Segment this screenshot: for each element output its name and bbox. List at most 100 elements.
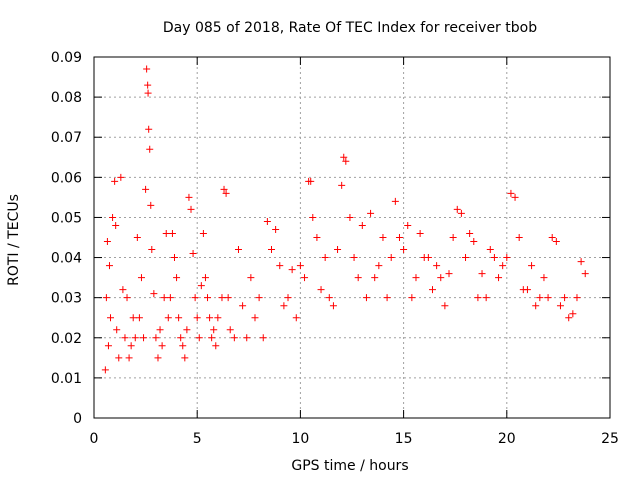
data-point (329, 302, 337, 310)
data-point (204, 294, 212, 302)
data-point (199, 229, 207, 237)
data-point (121, 334, 129, 342)
data-point (400, 246, 408, 254)
data-point (177, 334, 185, 342)
data-point (251, 314, 259, 322)
data-point (144, 81, 152, 89)
x-tick-label: 15 (395, 431, 413, 447)
data-point (201, 274, 209, 282)
data-point (243, 334, 251, 342)
data-point (507, 189, 515, 197)
data-point (391, 197, 399, 205)
data-point (561, 294, 569, 302)
data-point (175, 314, 183, 322)
data-point (292, 314, 300, 322)
data-point (104, 342, 112, 350)
data-point (135, 314, 143, 322)
data-point (115, 354, 123, 362)
data-point (307, 177, 315, 185)
data-point (191, 294, 199, 302)
x-tick-label: 10 (291, 431, 309, 447)
data-point (408, 294, 416, 302)
data-point (183, 326, 191, 334)
data-point (145, 125, 153, 133)
y-tick-label: 0.04 (51, 251, 82, 267)
data-point (210, 326, 218, 334)
data-point (511, 193, 519, 201)
data-point (367, 209, 375, 217)
data-point (263, 217, 271, 225)
data-point (358, 221, 366, 229)
data-point (193, 314, 201, 322)
data-point (119, 286, 127, 294)
data-point (379, 234, 387, 241)
data-point (195, 334, 203, 342)
data-point (181, 354, 189, 362)
plot-frame (93, 56, 611, 419)
data-point (239, 302, 247, 310)
data-point (354, 274, 362, 282)
data-point (125, 354, 133, 362)
data-point (170, 254, 178, 262)
data-point (441, 302, 449, 310)
data-point (301, 274, 309, 282)
data-point (148, 246, 156, 254)
data-point (544, 294, 552, 302)
data-point (147, 201, 155, 209)
data-point (449, 234, 457, 241)
data-point (146, 145, 154, 153)
data-point (532, 302, 540, 310)
data-point (338, 181, 346, 189)
data-point (317, 286, 325, 294)
data-point (150, 290, 158, 298)
data-point (404, 221, 412, 229)
data-point (230, 334, 238, 342)
x-axis-label: GPS time / hours (291, 458, 408, 474)
data-point (503, 254, 511, 262)
data-point (412, 274, 420, 282)
data-point (280, 302, 288, 310)
data-point (247, 274, 255, 282)
data-point (144, 89, 152, 97)
data-point (102, 294, 110, 302)
data-point (284, 294, 292, 302)
data-point (185, 193, 193, 201)
data-point (105, 262, 113, 270)
data-point (577, 258, 585, 266)
data-point (334, 246, 342, 254)
data-point (515, 234, 523, 241)
data-point (214, 314, 222, 322)
data-point (581, 270, 589, 278)
data-point (187, 205, 195, 213)
data-point (552, 238, 560, 246)
y-tick-label: 0.01 (51, 371, 82, 387)
data-point (212, 342, 220, 350)
data-point (129, 314, 137, 322)
data-point (107, 314, 115, 322)
y-axis-label: ROTI / TECUs (6, 194, 22, 286)
data-point (154, 354, 162, 362)
y-tick-label: 0.09 (51, 50, 82, 66)
data-point (362, 294, 370, 302)
data-point (445, 270, 453, 278)
data-point (462, 254, 470, 262)
data-point (255, 294, 263, 302)
data-point (276, 262, 284, 270)
data-point (342, 157, 350, 165)
data-point (573, 294, 581, 302)
x-tick-label: 25 (601, 431, 619, 447)
x-tick-label: 0 (90, 431, 99, 447)
data-point (288, 266, 296, 274)
data-point (470, 238, 478, 246)
y-tick-label: 0.03 (51, 291, 82, 307)
data-point (490, 254, 498, 262)
data-point (259, 334, 267, 342)
y-tick-label: 0 (73, 411, 82, 427)
data-point (111, 177, 119, 185)
data-point (474, 294, 482, 302)
x-tick-label: 20 (498, 431, 516, 447)
data-point (482, 294, 490, 302)
data-point (395, 234, 403, 241)
data-point (478, 270, 486, 278)
data-point (220, 185, 228, 193)
